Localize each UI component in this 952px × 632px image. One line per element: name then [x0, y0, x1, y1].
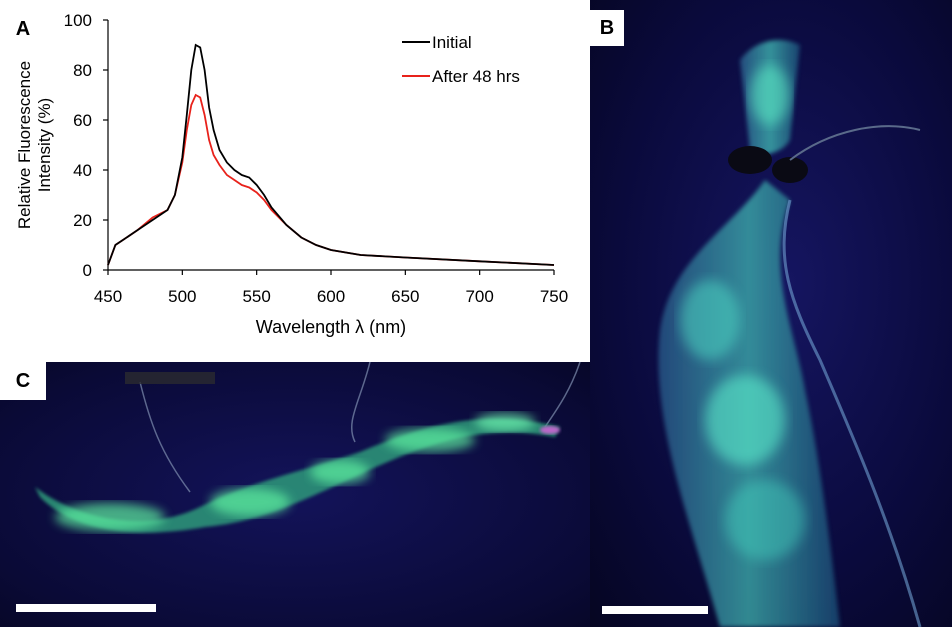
x-tick-label: 650 [391, 287, 419, 306]
y-axis-label: Relative Fluorescence Intensity (%) [15, 61, 54, 229]
y-tick-label: 0 [83, 261, 92, 280]
panel-a-chart: Relative Fluorescence Intensity (%) 0 20 40… [0, 0, 590, 362]
y-tick-label: 80 [73, 61, 92, 80]
y-tick-label: 60 [73, 111, 92, 130]
panel-b-photo: B [590, 0, 952, 628]
photo-horizontal-strip [0, 361, 590, 627]
legend: Initial After 48 hrs [402, 33, 520, 86]
panel-label-a: A [15, 17, 31, 40]
photo-vertical-strip [590, 0, 952, 628]
series-line [107, 43, 555, 266]
panel-label-b: B [590, 10, 624, 46]
legend-label: After 48 hrs [432, 67, 520, 86]
x-axis-ticks: 450 500 550 600 650 700 750 [94, 270, 568, 306]
series-line [107, 93, 555, 266]
x-tick-label: 450 [94, 287, 122, 306]
panel-c-photo: C [0, 361, 590, 627]
scale-bar-b [602, 606, 708, 614]
x-tick-label: 550 [242, 287, 270, 306]
scale-bar-c [16, 604, 156, 612]
x-tick-label: 700 [465, 287, 493, 306]
fluorescence-chart: Relative Fluorescence Intensity (%) 0 20 40… [15, 11, 568, 337]
legend-label: Initial [432, 33, 472, 52]
y-tick-label: 100 [64, 11, 92, 30]
x-tick-label: 750 [540, 287, 568, 306]
panel-label-c: C [0, 362, 46, 400]
y-tick-label: 40 [73, 161, 92, 180]
x-tick-label: 500 [168, 287, 196, 306]
series-lines [107, 43, 555, 266]
x-tick-label: 600 [317, 287, 345, 306]
y-axis-label-line: Relative Fluorescence [15, 61, 34, 229]
y-axis-ticks: 0 20 40 60 80 100 [64, 11, 108, 280]
y-tick-label: 20 [73, 211, 92, 230]
x-axis-label: Wavelength λ (nm) [256, 317, 406, 337]
y-axis-label-line: Intensity (%) [35, 98, 54, 192]
